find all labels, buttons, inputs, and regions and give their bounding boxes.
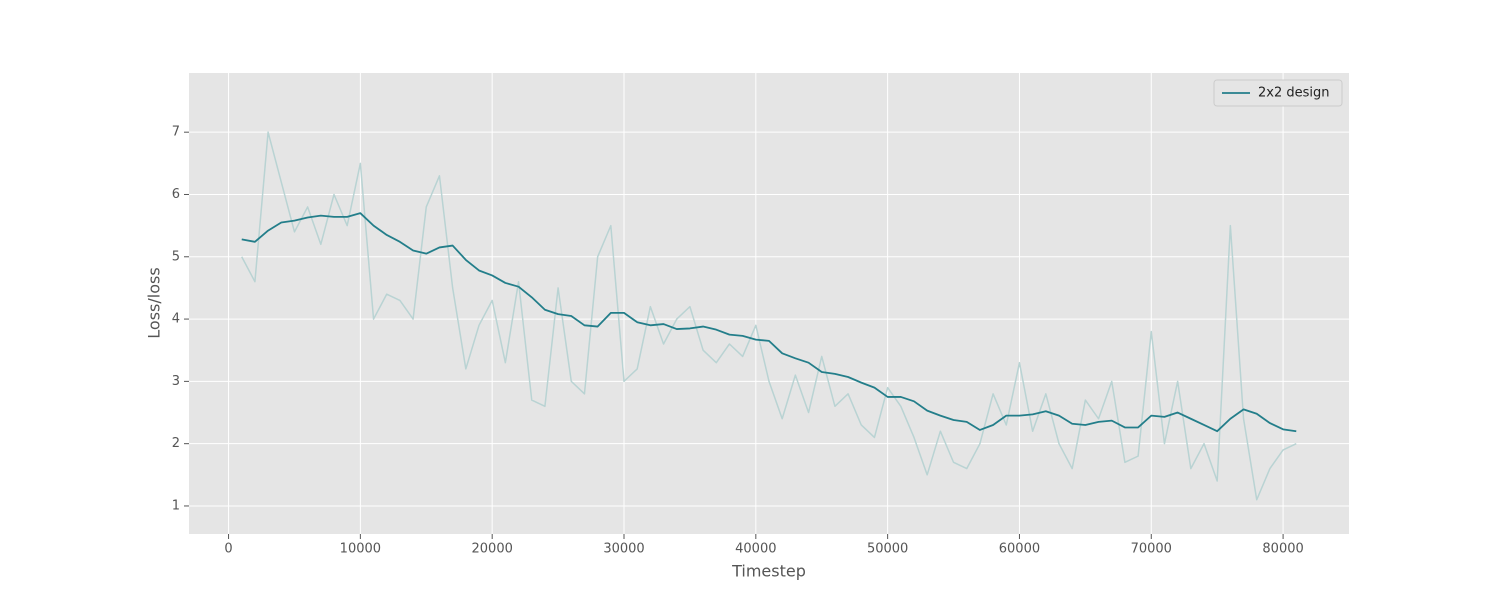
- x-tick-label: 40000: [735, 542, 776, 557]
- x-tick-label: 80000: [1262, 542, 1303, 557]
- y-tick-label: 2: [172, 436, 180, 451]
- y-tick-label: 1: [172, 498, 180, 513]
- x-tick-label: 50000: [867, 542, 908, 557]
- y-axis-label: Loss/loss: [145, 267, 164, 338]
- x-tick-label: 0: [224, 542, 232, 557]
- y-tick-label: 6: [172, 187, 180, 202]
- y-tick-label: 4: [172, 312, 180, 327]
- y-tick-label: 7: [172, 125, 180, 140]
- x-tick-label: 30000: [603, 542, 644, 557]
- line: [241, 131, 1297, 501]
- plot-area: [189, 73, 1349, 534]
- x-tick-label: 70000: [1131, 542, 1172, 557]
- line: [241, 212, 1297, 433]
- x-tick-label: 60000: [999, 542, 1040, 557]
- x-tick-label: 10000: [340, 542, 381, 557]
- y-tick-label: 3: [172, 374, 180, 389]
- legend-label: 2x2 design: [1258, 86, 1330, 101]
- x-tick-label: 20000: [472, 542, 513, 557]
- x-axis-label: Timestep: [731, 562, 806, 581]
- legend-box: [1213, 79, 1343, 107]
- y-tick-label: 5: [172, 249, 180, 264]
